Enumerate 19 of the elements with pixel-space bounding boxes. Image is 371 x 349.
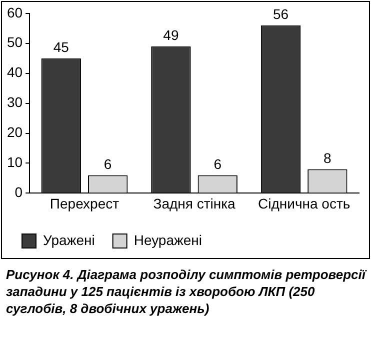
y-tick-label: 0 bbox=[14, 184, 23, 200]
data-label: 6 bbox=[104, 156, 112, 172]
y-tick-label: 20 bbox=[6, 124, 23, 140]
y-tick-label: 10 bbox=[6, 154, 23, 170]
data-label: 56 bbox=[272, 6, 289, 22]
data-label: 8 bbox=[324, 150, 332, 166]
x-tick-label: Перехрест bbox=[50, 195, 120, 212]
y-tick-label: 30 bbox=[6, 94, 23, 110]
y-tick-label: 40 bbox=[6, 64, 23, 80]
y-tick-label: 50 bbox=[6, 34, 23, 50]
data-label: 45 bbox=[53, 39, 70, 56]
data-label: 6 bbox=[214, 156, 222, 172]
x-tick-label: Задня стінка bbox=[153, 195, 236, 212]
y-tick-label: 60 bbox=[6, 4, 23, 20]
text: Рисунок 4. Діаграма розподілу симптомів ретроверсії западини у 125 пацієнтів із хворобою ЛКП (250 суглобів, 8 двобічних уражень) bbox=[6, 266, 366, 317]
legend-label: Неуражені bbox=[134, 232, 202, 248]
data-label: 49 bbox=[163, 27, 179, 44]
x-tick-label: Сіднична ость bbox=[258, 195, 350, 212]
legend-label: Уражені bbox=[43, 232, 95, 248]
